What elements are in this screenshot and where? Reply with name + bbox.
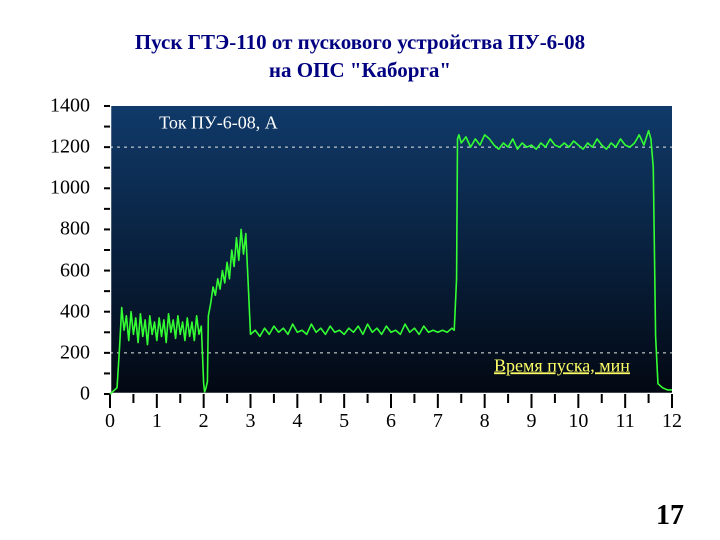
y-tick-label: 1400	[50, 95, 90, 118]
x-tick-label: 9	[527, 410, 537, 433]
title-line2: на ОПС "Каборга"	[269, 58, 451, 82]
plot-svg: Ток ПУ-6-08, А Время пуска, мин	[104, 100, 678, 430]
y-tick-label: 1200	[50, 136, 90, 159]
x-tick-label: 1	[152, 410, 162, 433]
x-tick-label: 12	[662, 410, 682, 433]
x-tick-label: 4	[292, 410, 302, 433]
y-tick-label: 200	[60, 341, 90, 364]
x-tick-label: 8	[480, 410, 490, 433]
chart-title: Пуск ГТЭ-110 от пускового устройства ПУ-…	[0, 0, 720, 85]
series-label: Ток ПУ-6-08, А	[159, 113, 278, 133]
x-tick-label: 3	[246, 410, 256, 433]
y-tick-label: 600	[60, 259, 90, 282]
title-line1: Пуск ГТЭ-110 от пускового устройства ПУ-…	[135, 30, 585, 54]
x-tick-label: 2	[199, 410, 209, 433]
y-axis-labels: 0200400600800100012001400	[42, 100, 96, 480]
x-axis-label: Время пуска, мин	[494, 355, 630, 375]
page-number: 17	[656, 500, 684, 532]
x-tick-label: 6	[386, 410, 396, 433]
x-tick-label: 0	[105, 410, 115, 433]
y-tick-label: 0	[80, 383, 90, 406]
x-tick-label: 11	[616, 410, 635, 433]
y-tick-label: 800	[60, 218, 90, 241]
y-tick-label: 400	[60, 300, 90, 323]
x-tick-label: 10	[568, 410, 588, 433]
x-tick-label: 7	[433, 410, 443, 433]
chart-container: 0200400600800100012001400 Ток ПУ-6-08, А…	[42, 100, 678, 480]
y-tick-label: 1000	[50, 177, 90, 200]
x-tick-label: 5	[339, 410, 349, 433]
x-axis-labels: 0123456789101112	[104, 410, 678, 440]
